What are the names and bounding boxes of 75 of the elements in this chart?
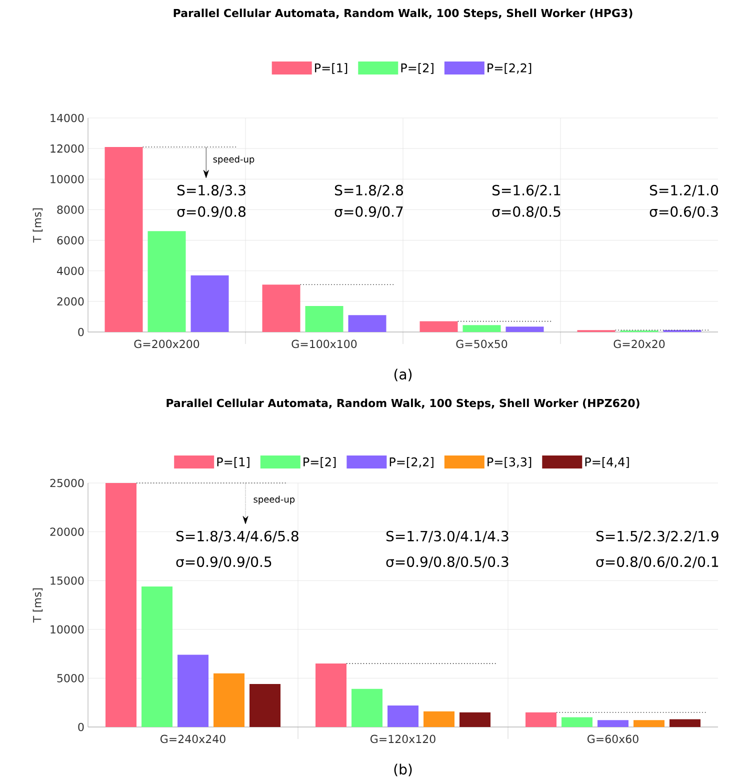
annotation: σ=0.9/0.8 (177, 206, 246, 218)
bar (598, 720, 628, 727)
annotation: S=1.7/3.0/4.1/4.3 (386, 530, 508, 543)
legend-label: P=[1] (217, 457, 250, 468)
y-axis-title: T [ms] (32, 588, 43, 623)
legend-label: P=[2] (401, 63, 434, 74)
annotation: σ=0.8/0.5 (492, 206, 560, 218)
bar (106, 482, 136, 727)
annotation: S=1.8/2.8 (335, 184, 403, 197)
text: (b) (394, 764, 412, 776)
bar (316, 664, 346, 727)
y-tick-label: 4000 (57, 266, 84, 276)
x-tick-label: G=120x120 (370, 734, 436, 744)
y-tick-label: 25000 (50, 478, 84, 488)
x-tick-label: G=50x50 (456, 340, 508, 348)
bar (352, 688, 382, 727)
bar (634, 720, 665, 727)
annotation: S=1.8/3.3 (178, 184, 246, 197)
x-tick-label: G=100x100 (292, 340, 357, 348)
annotation: S=1.5/2.3/2.2/1.9 (596, 530, 718, 543)
y-axis-title: T [ms] (32, 208, 43, 243)
y-tick-label: 6000 (57, 236, 84, 244)
bar (424, 711, 454, 727)
bar (562, 717, 592, 727)
y-tick-label: 0 (78, 722, 84, 732)
y-tick-label: 2000 (57, 297, 84, 306)
legend-label: P=[4,4] (585, 457, 629, 468)
annotation: σ=0.9/0.9/0.5 (176, 556, 272, 568)
bar (526, 712, 556, 727)
y-tick-label: 15000 (50, 576, 84, 585)
bar (214, 673, 244, 727)
annotation: S=1.6/2.1 (492, 184, 560, 197)
bar (190, 275, 229, 332)
bar (420, 321, 458, 332)
bar (348, 315, 386, 332)
annotation: σ=0.8/0.6/0.2/0.1 (596, 556, 718, 568)
bar (104, 147, 143, 332)
bar (142, 586, 172, 727)
legend-label: P=[2,2] (390, 457, 434, 468)
annotation: speed-up (213, 156, 254, 164)
legend-label: P=[2] (304, 457, 336, 468)
y-tick-label: 14000 (50, 114, 84, 122)
y-tick-label: 10000 (50, 625, 84, 634)
y-tick-label: 8000 (57, 206, 84, 214)
chart-title: Parallel Cellular Automata, Random Walk, 100 Steps, Shell Worker (HPG3) (174, 8, 632, 20)
y-tick-label: 20000 (50, 528, 84, 536)
y-tick-label: 5000 (57, 674, 84, 682)
bar (262, 284, 300, 332)
y-tick-label: 0 (78, 328, 84, 336)
annotation: σ=0.9/0.7 (334, 206, 403, 218)
bar (250, 684, 280, 727)
annotation: σ=0.6/0.3 (650, 206, 718, 218)
bar (670, 719, 700, 727)
annotation: σ=0.9/0.8/0.5/0.3 (386, 556, 508, 568)
text: (a) (394, 368, 412, 382)
chart-title: Parallel Cellular Automata, Random Walk, 100 Steps, Shell Worker (HPZ620) (166, 398, 640, 410)
annotation: S=1.2/1.0 (650, 184, 718, 197)
bar (148, 231, 186, 332)
legend-label: P=[2,2] (488, 63, 532, 74)
x-tick-label: G=20x20 (614, 340, 665, 348)
x-tick-label: G=60x60 (587, 734, 638, 744)
annotation: S=1.8/3.4/4.6/5.8 (176, 530, 298, 543)
annotation: speed-up (254, 496, 295, 504)
legend-label: P=[3,3] (488, 457, 532, 468)
x-tick-label: G=200x200 (134, 340, 200, 348)
bar (305, 306, 344, 332)
bar (462, 325, 501, 332)
bar (506, 326, 544, 332)
y-tick-label: 10000 (50, 174, 84, 184)
bar (178, 654, 208, 727)
x-tick-label: G=240x240 (160, 734, 226, 744)
y-tick-label: 12000 (50, 144, 84, 153)
bar (460, 712, 490, 727)
legend-label: P=[1] (315, 63, 348, 74)
bar (388, 706, 418, 727)
